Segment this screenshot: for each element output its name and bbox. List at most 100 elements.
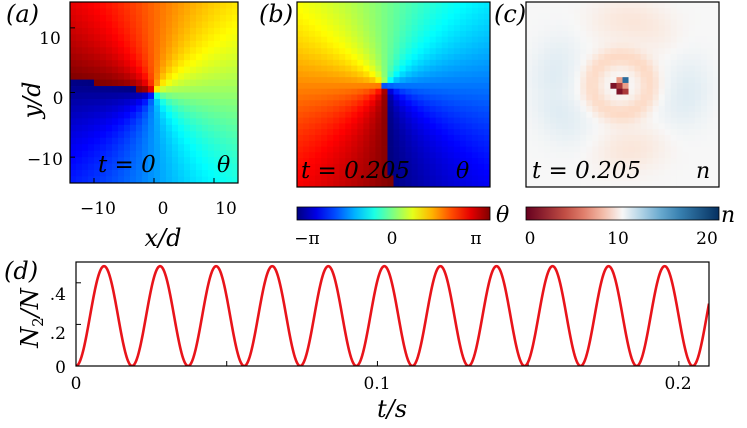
heatmap-cell xyxy=(309,100,316,107)
heatmap-cell xyxy=(447,100,455,107)
heatmap-cell xyxy=(411,111,419,119)
heatmap-cell xyxy=(532,88,539,95)
heatmap-cell xyxy=(399,19,406,26)
heatmap-cell xyxy=(369,146,376,153)
heatmap-cell xyxy=(465,19,473,26)
heatmap-cell xyxy=(598,100,605,107)
heatmap-cell xyxy=(417,106,425,113)
heatmap-cell xyxy=(652,175,660,182)
heatmap-cell xyxy=(544,65,551,72)
heatmap-cell xyxy=(423,158,431,165)
heatmap-cell xyxy=(471,77,479,84)
heatmap-cell xyxy=(220,2,227,9)
heatmap-cell xyxy=(682,100,690,107)
heatmap-cell xyxy=(345,59,352,66)
heatmap-cell xyxy=(321,140,328,147)
heatmap-cell xyxy=(544,82,551,90)
heatmap-cell xyxy=(682,25,690,32)
heatmap-cell xyxy=(381,71,388,78)
heatmap-cell xyxy=(646,54,654,61)
heatmap-cell xyxy=(706,163,714,171)
heatmap-cell xyxy=(393,123,400,130)
heatmap-cell xyxy=(333,169,340,176)
heatmap-cell xyxy=(70,66,77,74)
heatmap-cell xyxy=(610,94,617,101)
heatmap-cell xyxy=(112,157,119,164)
heatmap-cell xyxy=(345,65,352,72)
heatmap-cell xyxy=(429,152,437,159)
heatmap-cell xyxy=(351,19,358,26)
heatmap-cell xyxy=(429,30,437,38)
heatmap-cell xyxy=(453,59,461,66)
heatmap-cell xyxy=(556,123,563,130)
heatmap-cell xyxy=(112,14,119,22)
heatmap-cell xyxy=(226,66,233,74)
heatmap-cell xyxy=(309,7,316,14)
heatmap-cell xyxy=(130,27,137,35)
heatmap-cell xyxy=(459,163,467,171)
heatmap-cell xyxy=(76,53,83,61)
heatmap-cell xyxy=(700,129,708,136)
heatmap-cell xyxy=(634,88,641,95)
heatmap-cell xyxy=(351,48,358,55)
heatmap-cell xyxy=(694,88,702,95)
heatmap-cell xyxy=(435,2,443,9)
heatmap-cell xyxy=(297,100,304,107)
heatmap-cell xyxy=(357,2,364,9)
heatmap-cell xyxy=(471,134,479,142)
heatmap-cell xyxy=(700,59,708,66)
heatmap-cell xyxy=(447,140,455,147)
heatmap-cell xyxy=(598,134,605,142)
heatmap-cell xyxy=(682,65,690,72)
heatmap-cell xyxy=(429,36,437,43)
heatmap-cell xyxy=(303,152,310,159)
heatmap-cell xyxy=(435,77,443,84)
heatmap-cell xyxy=(297,25,304,32)
heatmap-cell xyxy=(453,129,461,136)
heatmap-cell xyxy=(700,7,708,14)
heatmap-cell xyxy=(399,7,406,14)
heatmap-cell xyxy=(339,123,346,130)
heatmap-cell xyxy=(538,82,545,90)
heatmap-cell xyxy=(387,175,394,182)
heatmap-cell xyxy=(574,100,581,107)
heatmap-cell xyxy=(333,71,340,78)
heatmap-cell xyxy=(333,94,340,101)
heatmap-cell xyxy=(628,94,635,101)
heatmap-cell xyxy=(610,54,617,61)
heatmap-cell xyxy=(94,53,101,61)
heatmap-cell xyxy=(712,146,720,153)
heatmap-cell xyxy=(688,152,696,159)
heatmap-cell xyxy=(148,2,155,9)
heatmap-cell xyxy=(652,163,660,171)
heatmap-cell xyxy=(88,47,95,55)
panel-a-xtick-left: −10 xyxy=(80,199,116,219)
heatmap-cell xyxy=(315,54,322,61)
heatmap-cell xyxy=(526,94,533,101)
heatmap-cell xyxy=(76,92,83,100)
heatmap-cell xyxy=(670,71,678,78)
heatmap-cell xyxy=(622,48,629,55)
heatmap-cell xyxy=(118,157,125,164)
heatmap-cell xyxy=(652,71,660,78)
panel-d-xtick-01: 0.1 xyxy=(363,374,390,394)
heatmap-cell xyxy=(477,106,485,113)
heatmap-cell xyxy=(441,65,449,72)
heatmap-cell xyxy=(574,77,581,84)
heatmap-cell xyxy=(112,27,119,35)
heatmap-cell xyxy=(142,137,149,145)
heatmap-cell xyxy=(417,134,425,142)
heatmap-cell xyxy=(136,144,143,152)
heatmap-cell xyxy=(297,54,304,61)
heatmap-cell xyxy=(562,36,569,43)
heatmap-cell xyxy=(580,134,587,142)
heatmap-cell xyxy=(148,27,155,35)
heatmap-cell xyxy=(712,54,720,61)
heatmap-cell xyxy=(604,82,611,90)
heatmap-cell xyxy=(196,27,203,35)
heatmap-cell xyxy=(172,111,179,119)
heatmap-cell xyxy=(483,175,491,182)
heatmap-cell xyxy=(136,170,143,177)
heatmap-cell xyxy=(658,175,666,182)
heatmap-cell xyxy=(190,2,197,9)
